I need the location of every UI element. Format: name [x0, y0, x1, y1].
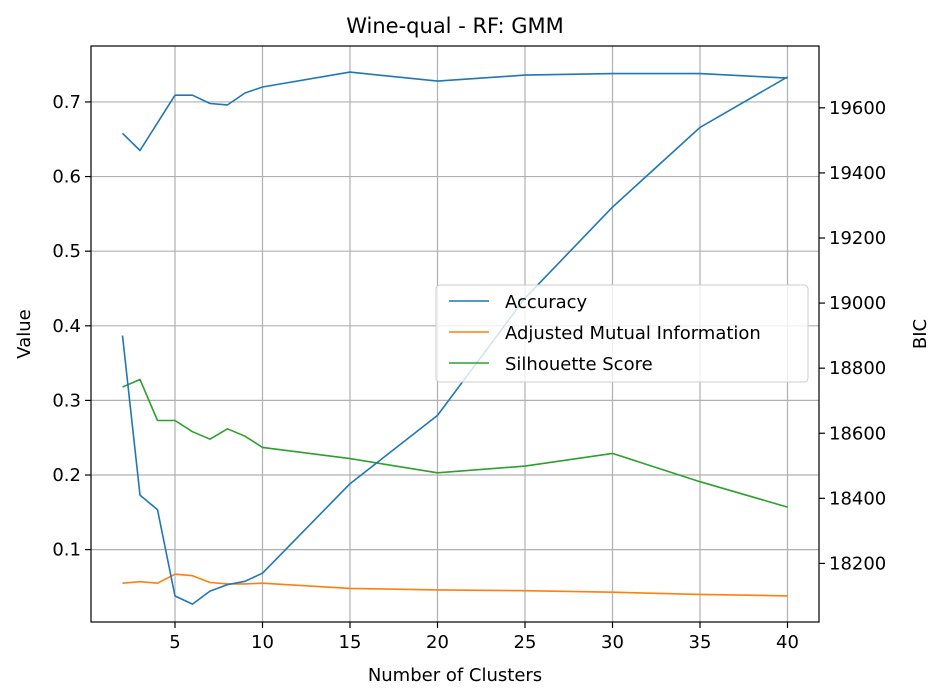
x-tick-label: 25 — [514, 632, 537, 653]
y-axis-label: Value — [14, 309, 35, 358]
x-axis-label: Number of Clusters — [368, 665, 542, 686]
legend: Accuracy Adjusted Mutual Information Sil… — [435, 284, 809, 383]
legend-label-ami: Adjusted Mutual Information — [505, 323, 761, 344]
y2-tick-label: 18600 — [829, 423, 886, 444]
legend-label-accuracy: Accuracy — [505, 292, 588, 313]
y-axis-ticks: 0.1 0.2 0.3 0.4 0.5 0.6 0.7 — [52, 92, 91, 561]
y-tick-label: 0.1 — [52, 540, 81, 561]
y-tick-label: 0.5 — [52, 241, 81, 262]
y-tick-label: 0.3 — [52, 390, 81, 411]
series-line-adjusted-mutual-information — [122, 573, 788, 597]
y2-axis-label: BIC — [910, 319, 931, 349]
chart-title: Wine-qual - RF: GMM — [346, 14, 564, 38]
y-tick-label: 0.6 — [52, 167, 81, 188]
y-tick-label: 0.2 — [52, 465, 81, 486]
y2-tick-label: 19200 — [829, 228, 886, 249]
x-tick-label: 40 — [776, 632, 799, 653]
series-lines — [121, 71, 788, 605]
plot-frame — [90, 45, 820, 623]
legend-box — [435, 284, 809, 383]
series-line-accuracy — [121, 71, 788, 152]
y2-tick-label: 18800 — [829, 358, 886, 379]
x-tick-label: 35 — [689, 632, 712, 653]
y2-tick-label: 18400 — [829, 488, 886, 509]
y2-axis-ticks: 18200 18400 18600 18800 19000 19200 19400 19600 — [819, 98, 886, 574]
series-line-silhouette-score — [122, 378, 788, 508]
series-line-bic — [121, 76, 788, 605]
legend-label-silhouette: Silhouette Score — [505, 354, 653, 375]
x-tick-label: 20 — [426, 632, 449, 653]
y2-tick-label: 19400 — [829, 163, 886, 184]
y2-tick-label: 19000 — [829, 293, 886, 314]
y-tick-label: 0.4 — [52, 316, 81, 337]
x-axis-ticks: 5 10 15 20 25 30 35 40 — [169, 622, 799, 653]
x-tick-label: 30 — [601, 632, 624, 653]
x-tick-label: 5 — [169, 632, 180, 653]
x-tick-label: 15 — [339, 632, 362, 653]
y2-tick-label: 18200 — [829, 553, 886, 574]
y-tick-label: 0.7 — [52, 92, 81, 113]
y2-tick-label: 19600 — [829, 98, 886, 119]
x-tick-label: 10 — [251, 632, 274, 653]
